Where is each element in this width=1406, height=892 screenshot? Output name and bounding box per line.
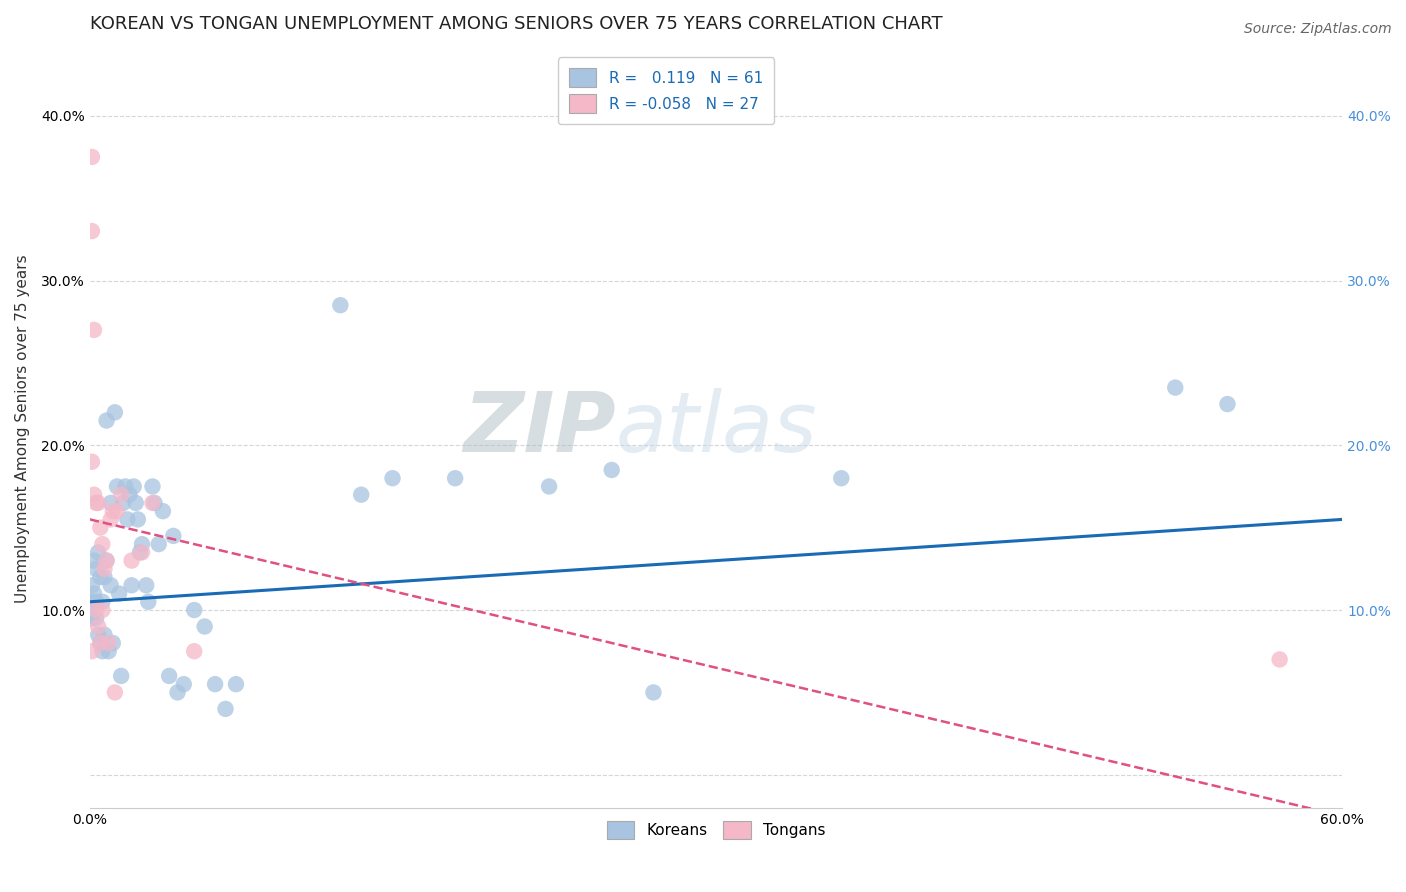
Point: [105, 479, 128, 493]
Point: [83, 323, 105, 337]
Point: [105, 504, 128, 518]
Point: [131, 537, 153, 551]
Point: [122, 479, 145, 493]
Point: [1268, 652, 1291, 666]
Point: [136, 595, 159, 609]
Point: [84, 562, 107, 576]
Point: [194, 619, 217, 633]
Text: atlas: atlas: [616, 388, 817, 469]
Point: [1164, 381, 1187, 395]
Point: [93, 628, 115, 642]
Point: [152, 504, 174, 518]
Point: [80, 455, 103, 469]
Point: [91, 595, 114, 609]
Point: [131, 545, 153, 559]
Point: [80, 578, 103, 592]
Point: [127, 512, 149, 526]
Point: [110, 669, 132, 683]
Point: [83, 586, 105, 600]
Point: [204, 677, 226, 691]
Point: [89, 636, 111, 650]
Point: [329, 298, 352, 312]
Point: [1216, 397, 1239, 411]
Point: [121, 553, 143, 567]
Point: [162, 529, 184, 543]
Point: [183, 644, 205, 658]
Point: [166, 685, 188, 699]
Point: [96, 553, 118, 567]
Point: [114, 479, 136, 493]
Legend: Koreans, Tongans: Koreans, Tongans: [600, 814, 831, 846]
Point: [80, 611, 103, 625]
Point: [104, 685, 127, 699]
Point: [93, 570, 115, 584]
Point: [89, 570, 111, 584]
Point: [84, 595, 107, 609]
Point: [225, 677, 247, 691]
Point: [83, 488, 105, 502]
Point: [444, 471, 467, 485]
Point: [112, 496, 135, 510]
Point: [538, 479, 561, 493]
Point: [135, 578, 157, 592]
Point: [350, 488, 373, 502]
Point: [84, 611, 107, 625]
Point: [83, 553, 105, 567]
Point: [91, 537, 114, 551]
Point: [381, 471, 404, 485]
Point: [173, 677, 195, 691]
Point: [89, 636, 111, 650]
Point: [183, 603, 205, 617]
Point: [84, 496, 107, 510]
Point: [80, 595, 103, 609]
Point: [108, 586, 131, 600]
Point: [117, 512, 139, 526]
Point: [87, 545, 110, 559]
Point: [141, 479, 163, 493]
Point: [87, 496, 110, 510]
Point: [91, 644, 114, 658]
Point: [214, 702, 236, 716]
Point: [87, 628, 110, 642]
Point: [100, 578, 122, 592]
Point: [104, 405, 127, 419]
Point: [89, 521, 111, 535]
Point: [100, 496, 122, 510]
Point: [101, 504, 124, 518]
Point: [80, 644, 103, 658]
Point: [97, 644, 120, 658]
Text: Source: ZipAtlas.com: Source: ZipAtlas.com: [1244, 22, 1392, 37]
Point: [87, 619, 110, 633]
Text: ZIP: ZIP: [463, 388, 616, 469]
Point: [84, 603, 107, 617]
Point: [80, 150, 103, 164]
Point: [157, 669, 180, 683]
Point: [830, 471, 852, 485]
Point: [80, 224, 103, 238]
Text: KOREAN VS TONGAN UNEMPLOYMENT AMONG SENIORS OVER 75 YEARS CORRELATION CHART: KOREAN VS TONGAN UNEMPLOYMENT AMONG SENI…: [90, 15, 942, 33]
Point: [125, 496, 148, 510]
Point: [600, 463, 623, 477]
Point: [97, 636, 120, 650]
Point: [643, 685, 665, 699]
Point: [100, 512, 122, 526]
Point: [101, 636, 124, 650]
Point: [141, 496, 163, 510]
Point: [129, 545, 152, 559]
Y-axis label: Unemployment Among Seniors over 75 years: Unemployment Among Seniors over 75 years: [15, 254, 30, 603]
Point: [91, 603, 114, 617]
Point: [121, 578, 143, 592]
Point: [118, 488, 141, 502]
Point: [96, 553, 118, 567]
Point: [143, 496, 166, 510]
Point: [148, 537, 170, 551]
Point: [93, 562, 115, 576]
Point: [96, 413, 118, 427]
Point: [110, 488, 132, 502]
